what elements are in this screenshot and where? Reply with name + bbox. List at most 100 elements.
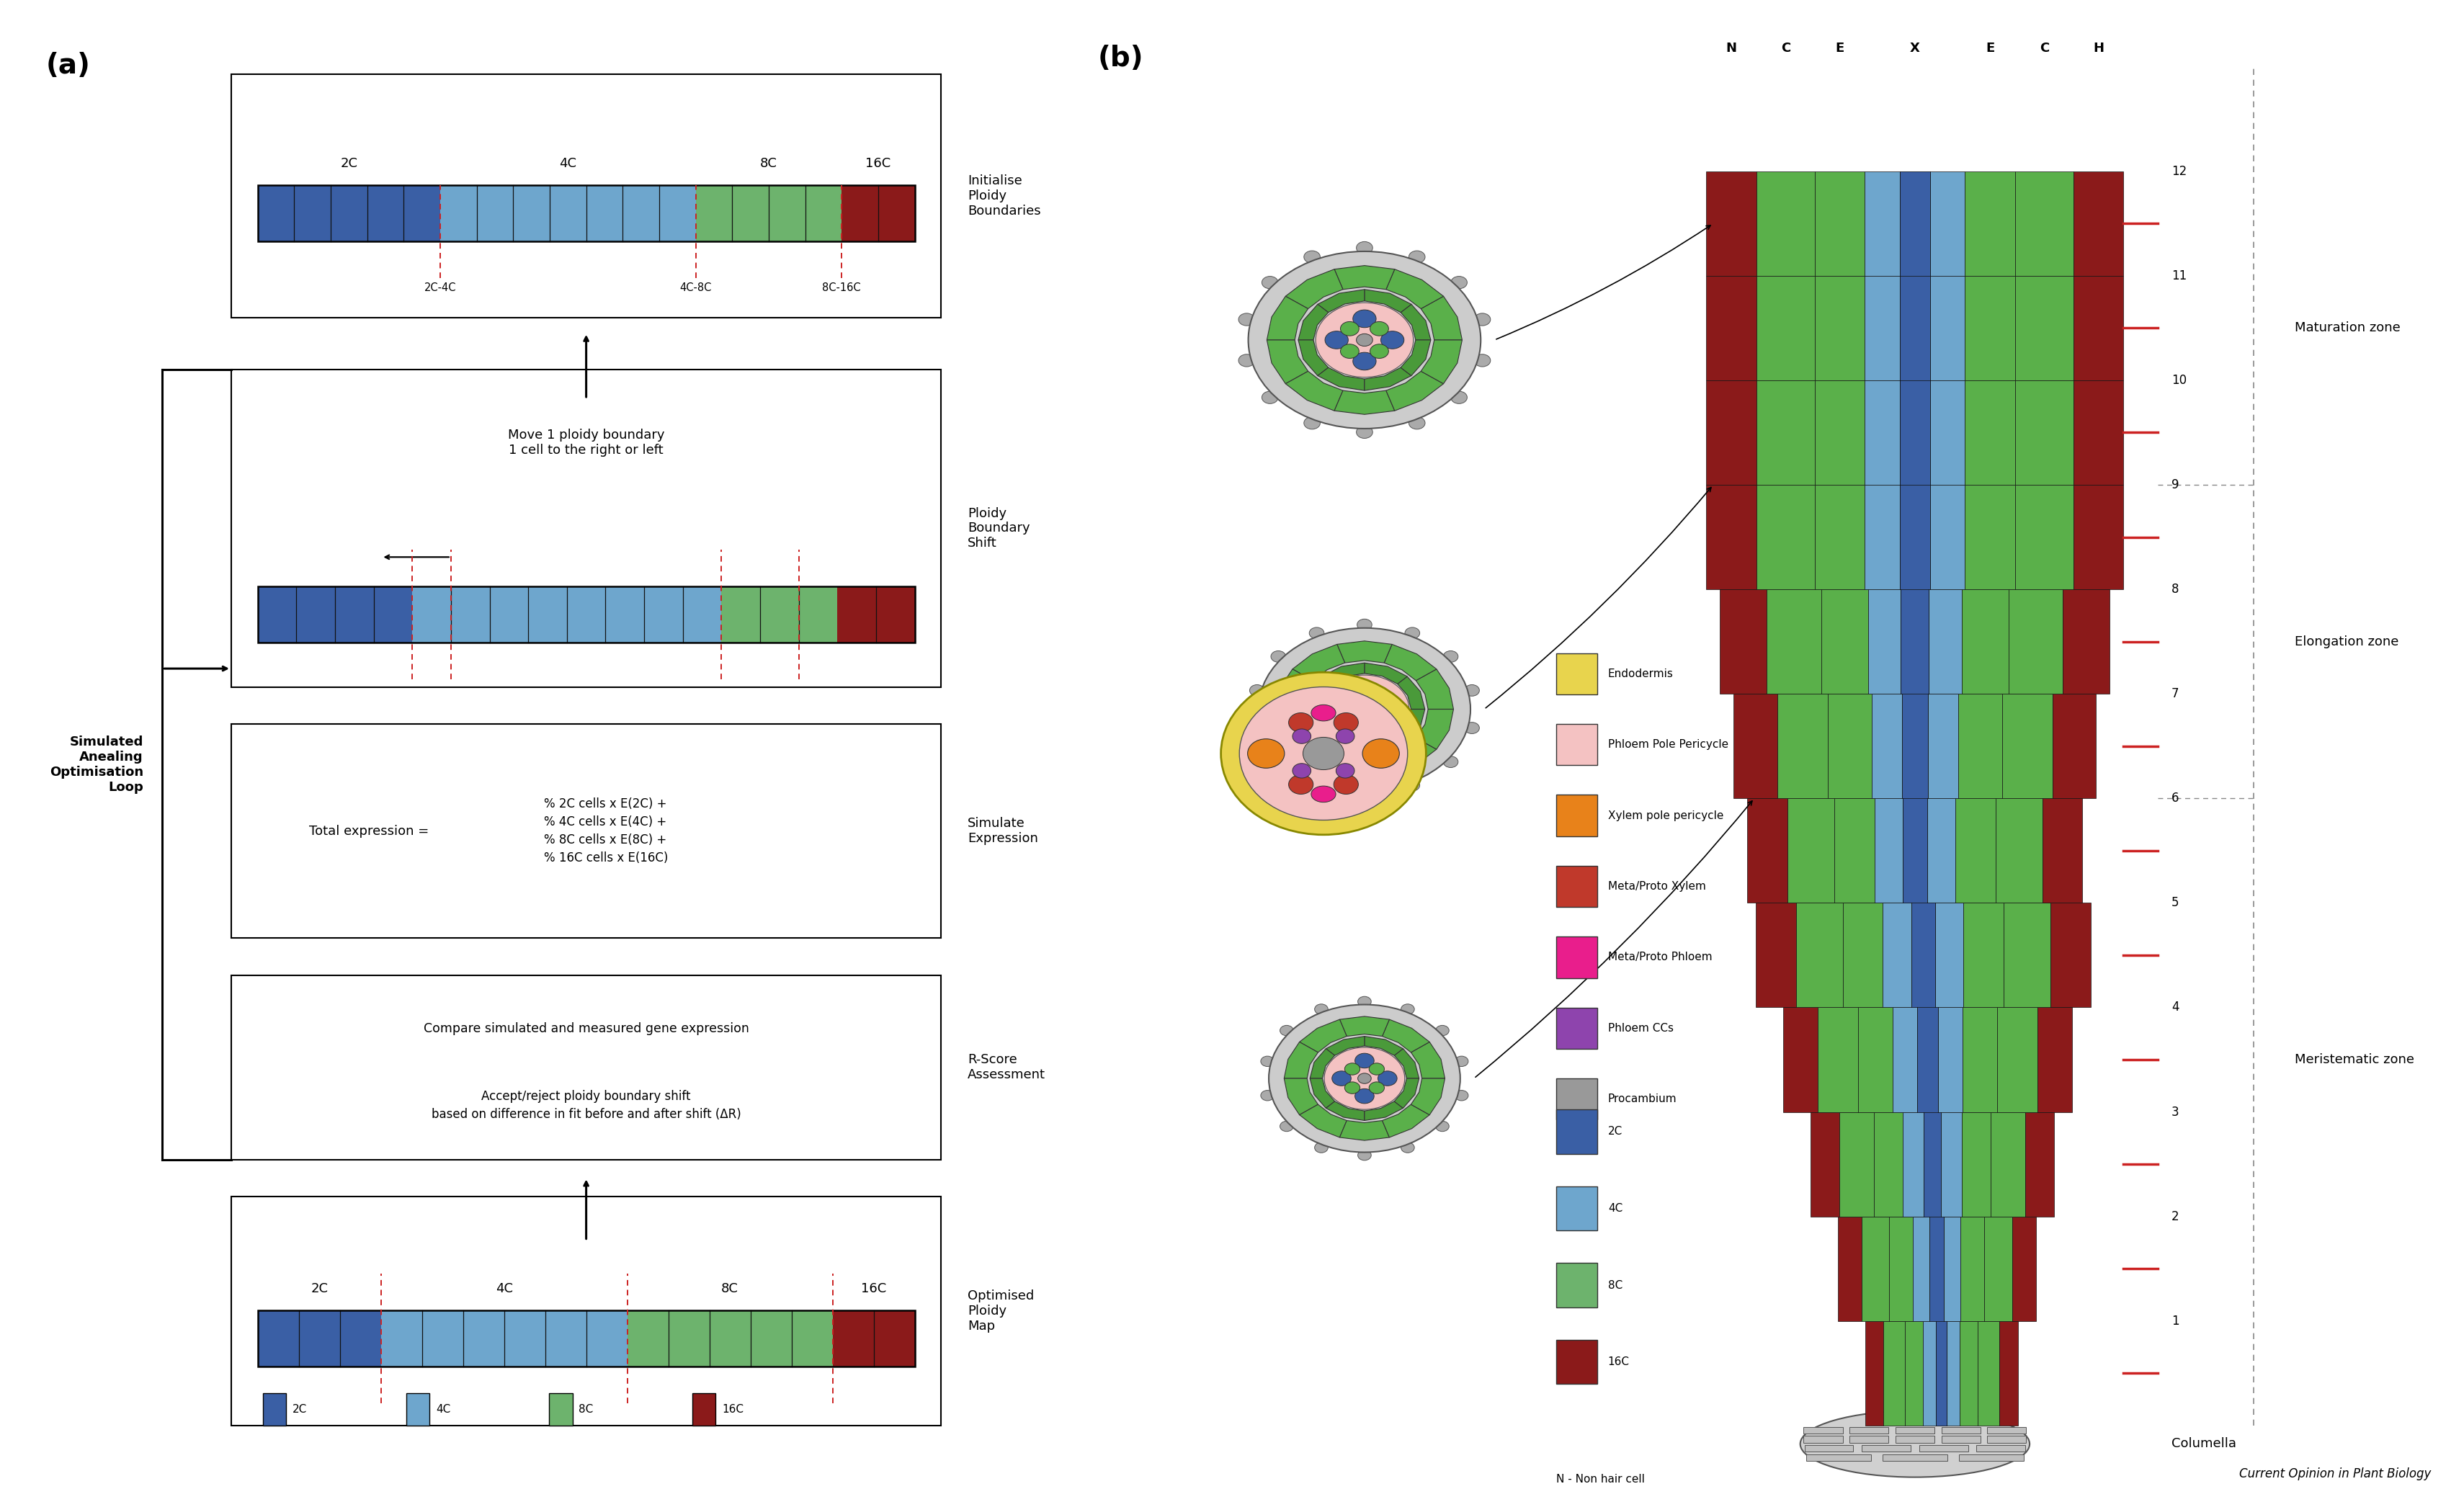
Bar: [1882, 1322, 1905, 1426]
Ellipse shape: [1380, 332, 1404, 348]
Bar: [1843, 903, 1882, 1007]
Text: Ploidy
Boundary
Shift: Ploidy Boundary Shift: [968, 506, 1030, 550]
Bar: [1959, 693, 2001, 799]
Bar: [1555, 937, 1597, 978]
Text: 16C: 16C: [860, 1282, 887, 1296]
Text: 6: 6: [2171, 791, 2178, 805]
Bar: [1882, 1454, 1947, 1462]
Text: 8C: 8C: [722, 1282, 739, 1296]
Text: 2C: 2C: [1609, 1126, 1621, 1136]
Bar: [628, 1310, 833, 1367]
Bar: [1836, 799, 1875, 903]
Bar: [1865, 276, 1964, 380]
Bar: [1804, 1445, 1853, 1451]
Ellipse shape: [1289, 775, 1313, 794]
Polygon shape: [1286, 371, 1343, 411]
Ellipse shape: [1370, 321, 1390, 336]
Text: 4C: 4C: [495, 1282, 513, 1296]
Polygon shape: [1365, 734, 1407, 755]
Bar: [1816, 276, 1865, 380]
Text: 4C: 4C: [1609, 1203, 1621, 1213]
Bar: [1964, 903, 2003, 1007]
Bar: [1757, 172, 1816, 276]
Bar: [1964, 276, 2016, 380]
Bar: [1804, 1436, 1843, 1442]
Ellipse shape: [1262, 276, 1279, 289]
Ellipse shape: [1370, 692, 1387, 705]
Bar: [259, 586, 411, 642]
Polygon shape: [1412, 1079, 1444, 1115]
Bar: [1882, 903, 1964, 1007]
Text: Meristematic zone: Meristematic zone: [2294, 1053, 2415, 1065]
Bar: [1919, 1445, 1969, 1451]
Bar: [1890, 1216, 1912, 1322]
Bar: [232, 74, 941, 318]
Bar: [1900, 172, 1929, 276]
Bar: [1961, 1007, 1998, 1112]
Bar: [1912, 903, 1934, 1007]
Polygon shape: [1299, 1019, 1348, 1052]
Text: Initialise
Ploidy
Boundaries: Initialise Ploidy Boundaries: [968, 175, 1040, 217]
Bar: [2001, 693, 2053, 799]
Bar: [1895, 1427, 1934, 1433]
Bar: [1555, 1079, 1597, 1120]
Polygon shape: [1412, 1041, 1444, 1079]
Ellipse shape: [1473, 354, 1491, 366]
Ellipse shape: [1402, 1142, 1414, 1153]
Ellipse shape: [1289, 713, 1313, 732]
Text: Move 1 ploidy boundary
1 cell to the right or left: Move 1 ploidy boundary 1 cell to the rig…: [508, 428, 665, 457]
Ellipse shape: [1303, 250, 1321, 264]
Polygon shape: [1338, 640, 1392, 663]
Ellipse shape: [1249, 722, 1264, 734]
Bar: [2043, 799, 2082, 903]
Ellipse shape: [1473, 313, 1491, 326]
Ellipse shape: [1358, 788, 1372, 799]
Bar: [2016, 380, 2072, 485]
Bar: [1998, 1007, 2038, 1112]
Ellipse shape: [1259, 628, 1471, 790]
Text: 8: 8: [2171, 583, 2178, 595]
Polygon shape: [1276, 669, 1313, 710]
Ellipse shape: [1335, 729, 1355, 743]
Ellipse shape: [1801, 1411, 2030, 1477]
Polygon shape: [1365, 1037, 1402, 1055]
Bar: [2016, 485, 2072, 589]
Bar: [2072, 380, 2124, 485]
Polygon shape: [1422, 297, 1461, 341]
Polygon shape: [1303, 710, 1331, 741]
Text: Meta/Proto Xylem: Meta/Proto Xylem: [1609, 882, 1705, 892]
Bar: [1858, 1007, 1892, 1112]
Bar: [1816, 485, 1865, 589]
Bar: [1555, 1109, 1597, 1154]
Bar: [1902, 693, 1927, 799]
Polygon shape: [1284, 1079, 1318, 1115]
Bar: [1708, 380, 1757, 485]
Bar: [1555, 1340, 1597, 1383]
Bar: [1735, 693, 1777, 799]
Ellipse shape: [1343, 692, 1360, 705]
Bar: [1860, 1216, 1890, 1322]
Bar: [411, 586, 722, 642]
Bar: [1850, 1436, 1887, 1442]
Bar: [1924, 1112, 1942, 1216]
Bar: [1961, 1112, 1991, 1216]
Ellipse shape: [1402, 1004, 1414, 1014]
Ellipse shape: [1262, 392, 1279, 404]
Bar: [1555, 653, 1597, 695]
Bar: [1865, 172, 1964, 276]
Ellipse shape: [1247, 738, 1284, 769]
Bar: [1917, 1007, 1939, 1112]
Bar: [259, 1310, 382, 1367]
Polygon shape: [1318, 289, 1365, 312]
Polygon shape: [1417, 710, 1454, 749]
Bar: [264, 1392, 286, 1426]
Text: H: H: [2092, 42, 2104, 54]
Bar: [232, 975, 941, 1160]
Bar: [1902, 1112, 1961, 1216]
Bar: [2072, 172, 2124, 276]
Bar: [1757, 276, 1816, 380]
Bar: [1937, 1322, 1947, 1426]
Text: 8C-16C: 8C-16C: [823, 282, 860, 294]
Text: Phloem Pole Pericycle: Phloem Pole Pericycle: [1609, 740, 1727, 750]
Bar: [1784, 1007, 1818, 1112]
